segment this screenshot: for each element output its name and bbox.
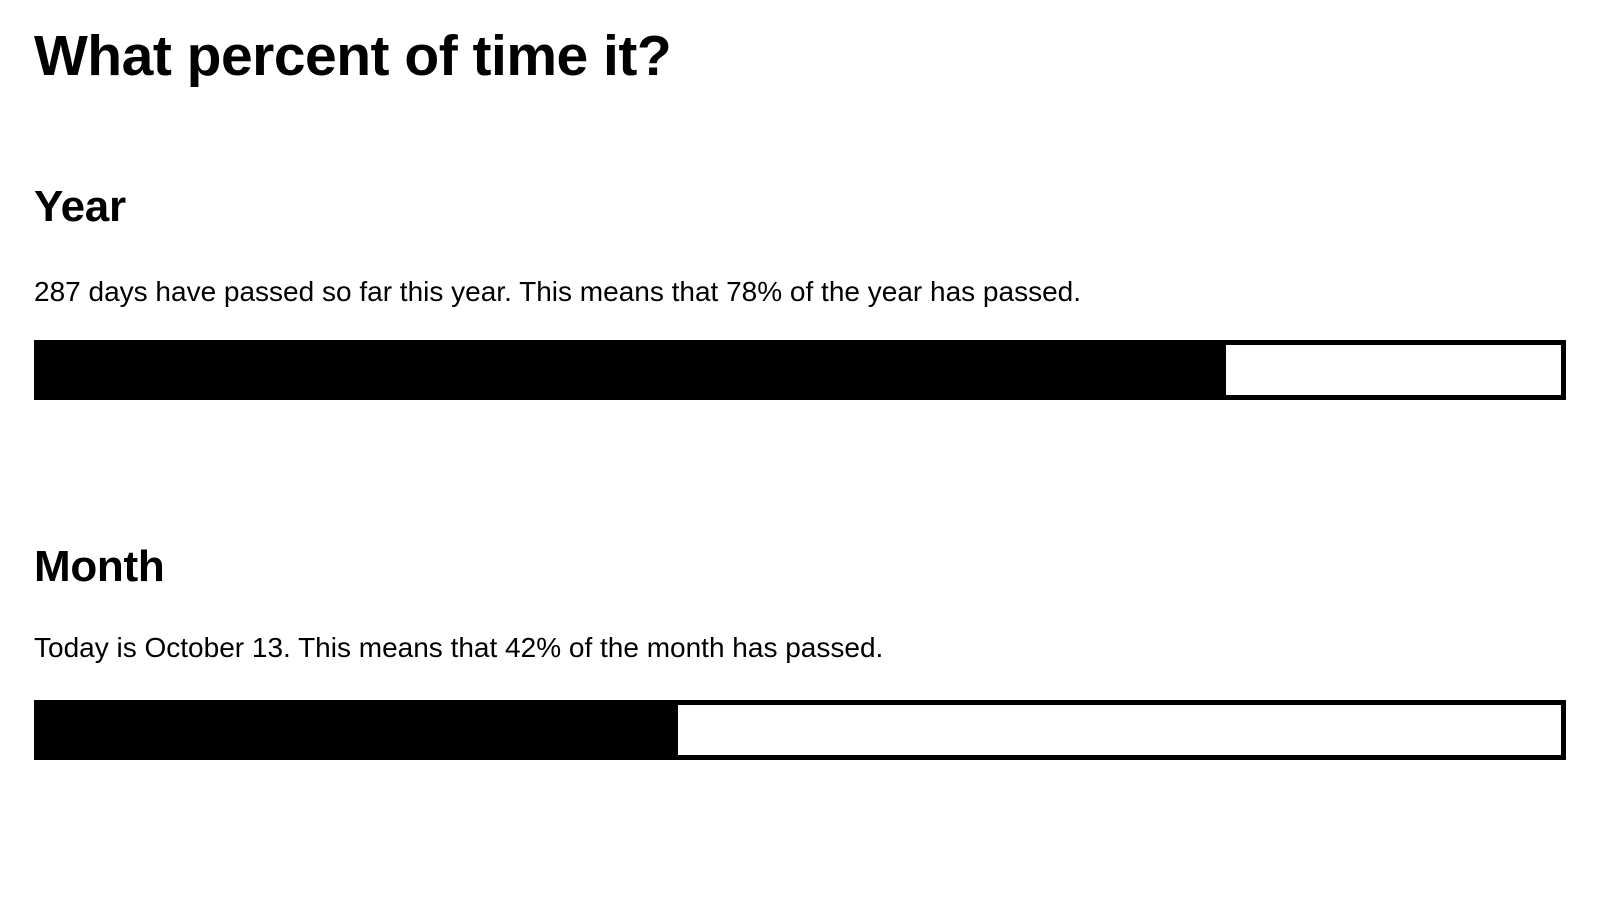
month-progress-fill — [39, 705, 679, 756]
year-description: 287 days have passed so far this year. T… — [34, 276, 1081, 308]
year-progress-bar — [34, 340, 1566, 401]
section-month: Month Today is October 13. This means th… — [34, 542, 1566, 761]
year-heading: Year — [34, 181, 126, 231]
month-progress-bar — [34, 700, 1566, 761]
year-progress-fill — [39, 345, 1227, 396]
page-title: What percent of time it? — [34, 24, 672, 88]
month-description: Today is October 13. This means that 42%… — [34, 631, 884, 663]
month-heading: Month — [34, 542, 165, 592]
section-year: Year 287 days have passed so far this ye… — [34, 182, 1566, 401]
